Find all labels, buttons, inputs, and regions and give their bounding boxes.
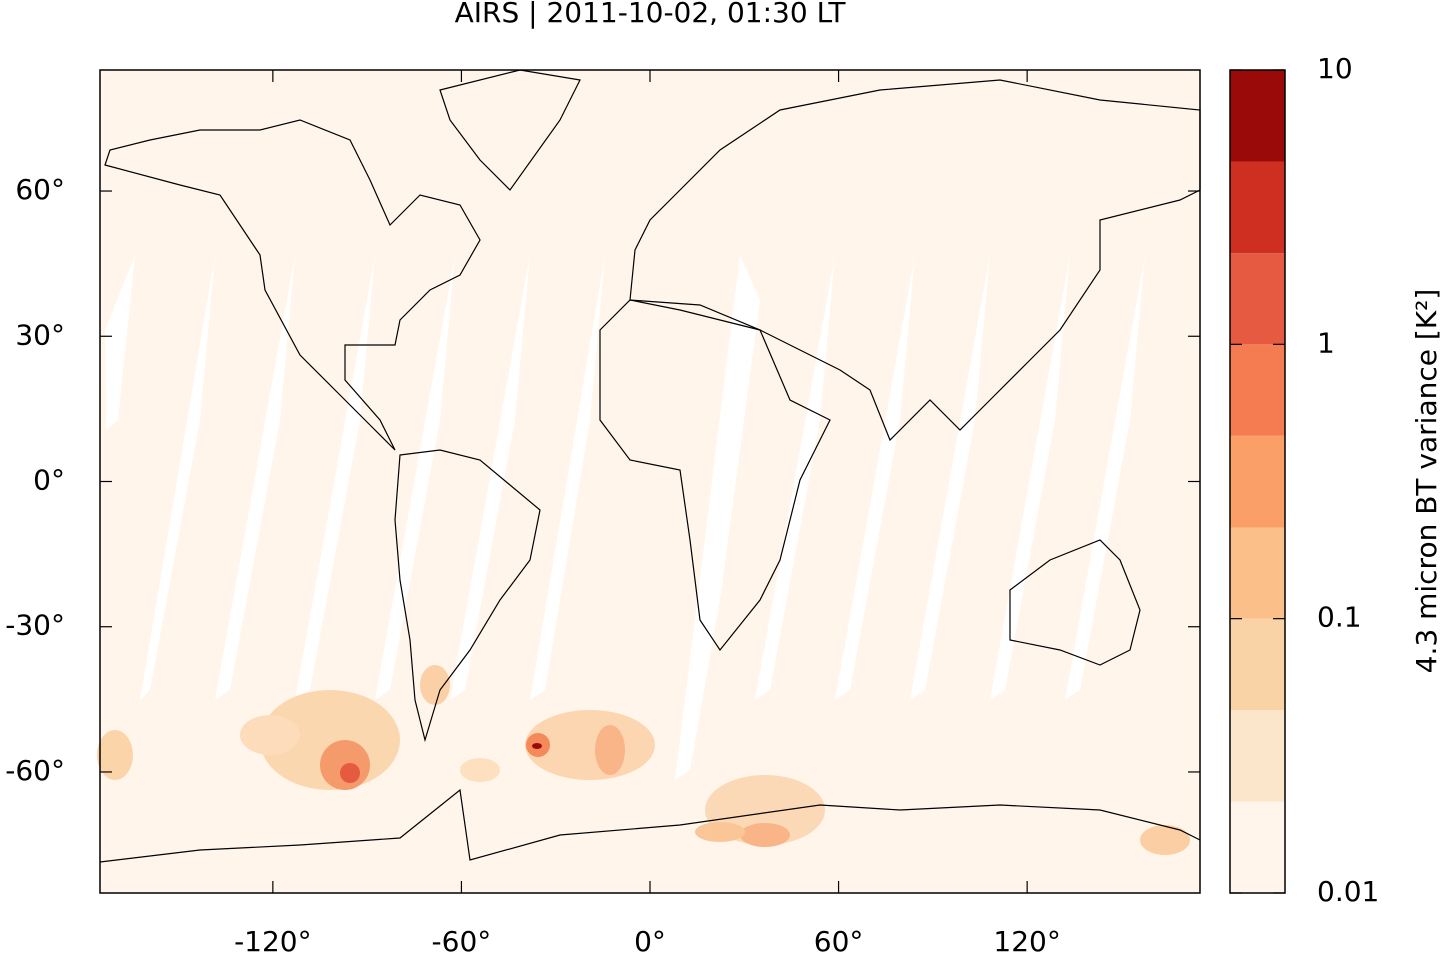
x-tick-label: 0° — [634, 925, 666, 956]
colorbar-band — [1230, 618, 1285, 711]
colorbar-band — [1230, 344, 1285, 436]
colorbar-frame — [1229, 69, 1286, 894]
x-tick-label: 120° — [993, 925, 1060, 956]
colorbar-band — [1230, 710, 1285, 802]
colorbar-tick-label: 1 — [1317, 326, 1335, 359]
x-tick-label: -120° — [234, 925, 312, 956]
colorbar-band — [1230, 253, 1285, 345]
y-tick-label: 60° — [15, 173, 65, 206]
swath-gaps — [105, 255, 1145, 780]
colorbar-band — [1230, 435, 1285, 528]
colorbar-band — [1230, 527, 1285, 619]
colorbar-tick-label: 0.01 — [1317, 875, 1379, 908]
colorbar-band — [1230, 70, 1285, 162]
colorbar-tick-label: 10 — [1317, 52, 1353, 85]
colorbar-label: 4.3 micron BT variance [K²] — [1410, 289, 1442, 674]
y-tick-label: 0° — [33, 464, 65, 497]
x-tick-label: 60° — [814, 925, 864, 956]
chart-title: AIRS | 2011-10-02, 01:30 LT — [455, 0, 847, 29]
colorbar-tick-label: 0.1 — [1317, 601, 1362, 634]
colorbar-band — [1230, 801, 1285, 893]
variance-patches — [97, 665, 1190, 855]
y-tick-label: -30° — [5, 609, 65, 642]
coastlines — [99, 69, 1201, 863]
colorbar-band — [1230, 161, 1285, 254]
x-tick-label: -60° — [432, 925, 492, 956]
y-tick-label: -60° — [5, 754, 65, 787]
y-tick-label: 30° — [15, 318, 65, 351]
